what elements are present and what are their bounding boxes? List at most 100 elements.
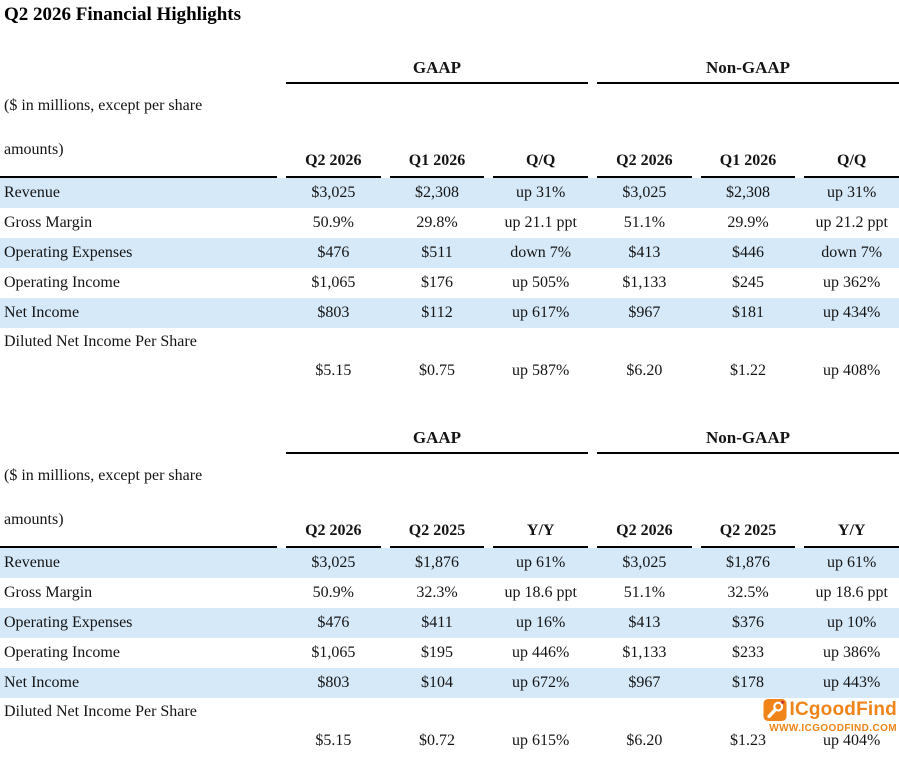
page-title: Q2 2026 Financial Highlights xyxy=(4,4,242,25)
table-cell: $181 xyxy=(732,304,765,321)
table-cell: $176 xyxy=(421,274,453,291)
table-cell: up 21.1 ppt xyxy=(504,214,577,231)
units-note-line2: amounts) xyxy=(4,141,64,158)
group-header-gaap: GAAP xyxy=(286,56,588,84)
table-row: Gross Margin 50.9% 29.8% up 21.1 ppt 51.1% 29… xyxy=(0,208,899,238)
table-cell: $411 xyxy=(421,614,453,631)
row-label: Revenue xyxy=(4,184,60,201)
units-note-line2: amounts) xyxy=(4,511,64,528)
table-row: $5.15 $0.75 up 587% $6.20 $1.22 up 408% xyxy=(0,355,899,386)
table-cell: 32.5% xyxy=(727,584,769,601)
qq-comparison-table: GAAP Non-GAAP ($ in millions, except per… xyxy=(0,56,899,386)
watermark: ICgoodFind WWW.ICGOODFIND.COM xyxy=(763,698,897,734)
row-label: Operating Expenses xyxy=(4,614,133,631)
table-row: Revenue $3,025 $1,876 up 61% $3,025 $1,876 up … xyxy=(0,548,899,578)
column-header-q2-2026-gaap: Q2 2026 xyxy=(286,522,381,548)
column-header-q2-2026-nongaap: Q2 2026 xyxy=(597,522,692,548)
table-cell: $1,876 xyxy=(415,554,459,571)
table-cell: $376 xyxy=(732,614,765,631)
group-header-non-gaap: Non-GAAP xyxy=(597,426,899,454)
table-cell: up 672% xyxy=(512,674,570,691)
table-cell: $2,308 xyxy=(415,184,459,201)
row-label: Operating Expenses xyxy=(4,244,133,261)
group-header-non-gaap: Non-GAAP xyxy=(597,56,899,84)
table-cell: up 16% xyxy=(516,614,566,631)
table-cell: $0.72 xyxy=(419,731,455,749)
table-cell: $413 xyxy=(628,244,661,261)
table-cell: $2,308 xyxy=(726,184,771,201)
table-cell: up 434% xyxy=(823,304,881,321)
table-cell: $803 xyxy=(317,304,350,321)
column-header-q2-2026-gaap: Q2 2026 xyxy=(286,152,381,178)
table-row: Operating Expenses $476 $411 up 16% $413 $376… xyxy=(0,608,899,638)
row-label: Net Income xyxy=(4,304,80,321)
column-header-q1-2026-nongaap: Q1 2026 xyxy=(700,152,796,178)
table-cell: $245 xyxy=(732,274,765,291)
table-cell: $803 xyxy=(317,674,350,691)
units-note: ($ in millions, except per share amounts… xyxy=(0,84,277,178)
table-cell: up 404% xyxy=(823,731,881,749)
table-cell: $1.23 xyxy=(730,731,767,749)
table-cell: 29.8% xyxy=(416,214,458,231)
table-cell: $6.20 xyxy=(626,361,663,379)
column-header-yy-nongaap: Y/Y xyxy=(804,522,899,548)
table-cell: up 362% xyxy=(823,274,881,291)
table-cell: $3,025 xyxy=(311,184,356,201)
table-cell: $0.75 xyxy=(419,361,455,379)
table-row: Operating Income $1,065 $195 up 446% $1,133 $… xyxy=(0,638,899,668)
watermark-url: WWW.ICGOODFIND.COM xyxy=(769,723,897,734)
column-header-row: ($ in millions, except per share amounts… xyxy=(0,454,899,548)
column-header-yy-gaap: Y/Y xyxy=(493,522,589,548)
column-header-q2-2026-nongaap: Q2 2026 xyxy=(597,152,692,178)
table-row: Net Income $803 $104 up 672% $967 $178 up 443% xyxy=(0,668,899,698)
column-header-row: ($ in millions, except per share amounts… xyxy=(0,84,899,178)
table-cell: up 505% xyxy=(512,274,570,291)
table-cell: up 31% xyxy=(827,184,877,201)
table-cell: $1,133 xyxy=(622,274,667,291)
row-label: Gross Margin xyxy=(4,214,93,231)
table-cell: 32.3% xyxy=(416,584,458,601)
table-cell: down 7% xyxy=(821,244,883,261)
table-cell: $476 xyxy=(317,614,350,631)
table-cell: up 10% xyxy=(827,614,877,631)
table-cell: up 18.6 ppt xyxy=(815,584,888,601)
table-cell: $178 xyxy=(732,674,765,691)
table-cell: $3,025 xyxy=(622,184,667,201)
table-row: Revenue $3,025 $2,308 up 31% $3,025 $2,308 up … xyxy=(0,178,899,208)
table-cell: 51.1% xyxy=(623,214,666,231)
group-header-spacer xyxy=(0,56,277,84)
table-row: Gross Margin 50.9% 32.3% up 18.6 ppt 51.1% 32… xyxy=(0,578,899,608)
units-note-line1: ($ in millions, except per share xyxy=(4,467,203,484)
table-cell: up 408% xyxy=(823,361,881,379)
table-row: $5.15 $0.72 up 615% $6.20 $1.23 up 404% xyxy=(0,725,899,756)
financial-highlights-document: Q2 2026 Financial Highlights GAAP Non-GA… xyxy=(0,4,899,760)
table-row: Operating Income $1,065 $176 up 505% $1,133 $… xyxy=(0,268,899,298)
table-cell: $1.22 xyxy=(730,361,767,379)
table-cell: $195 xyxy=(421,644,453,661)
column-header-q2-2025-gaap: Q2 2025 xyxy=(389,522,485,548)
table-cell: $1,876 xyxy=(726,554,771,571)
row-label: Diluted Net Income Per Share xyxy=(4,332,197,350)
table-cell: $1,065 xyxy=(311,644,356,661)
table-cell: up 61% xyxy=(516,554,566,571)
table-cell: $5.15 xyxy=(315,361,352,379)
table-cell: 50.9% xyxy=(312,584,354,601)
table-cell: down 7% xyxy=(510,244,572,261)
row-label: Diluted Net Income Per Share xyxy=(4,702,197,720)
column-header-q1-2026-gaap: Q1 2026 xyxy=(389,152,485,178)
table-cell: 51.1% xyxy=(623,584,666,601)
table-cell: up 587% xyxy=(512,361,570,379)
group-header-row: GAAP Non-GAAP xyxy=(0,426,899,454)
column-header-qq-gaap: Q/Q xyxy=(493,152,589,178)
table-cell: $1,065 xyxy=(311,274,356,291)
magnifier-wrench-icon xyxy=(763,699,787,721)
table-cell: 50.9% xyxy=(312,214,354,231)
group-header-gaap: GAAP xyxy=(286,426,588,454)
table-cell: $6.20 xyxy=(626,731,663,749)
table-cell: up 31% xyxy=(516,184,566,201)
table-row: Diluted Net Income Per Share xyxy=(0,328,899,355)
units-note: ($ in millions, except per share amounts… xyxy=(0,454,277,548)
watermark-logo-row: ICgoodFind xyxy=(763,698,897,722)
table-cell: up 615% xyxy=(512,731,570,749)
table-cell: $1,133 xyxy=(622,644,667,661)
